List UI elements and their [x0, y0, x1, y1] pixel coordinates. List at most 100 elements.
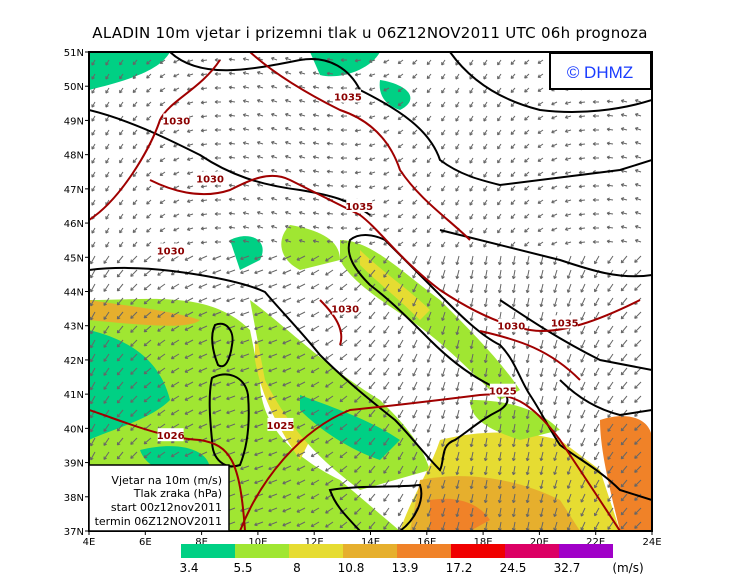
wind-arrow — [594, 395, 600, 405]
wind-arrow — [256, 168, 264, 173]
wind-arrow — [159, 143, 166, 148]
wind-arrow — [312, 169, 320, 174]
lon-tick-label: 24E — [642, 537, 661, 548]
wind-arrow — [620, 507, 628, 516]
wind-arrow — [539, 395, 544, 406]
wind-arrow — [539, 493, 544, 504]
wind-arrow — [441, 465, 446, 475]
lon-tick-label: 16E — [417, 537, 436, 548]
wind-arrow — [200, 86, 208, 91]
wind-arrow — [105, 59, 110, 66]
wind-arrow — [226, 409, 236, 415]
wind-arrow — [354, 128, 362, 133]
wind-arrow — [90, 451, 96, 461]
wind-arrow — [441, 241, 446, 248]
wind-arrow — [412, 241, 418, 247]
lat-tick-label: 51N — [64, 48, 84, 59]
wind-arrow — [564, 157, 572, 161]
wind-arrow — [184, 451, 194, 457]
wind-arrow — [310, 437, 320, 444]
wind-arrow — [186, 199, 194, 203]
wind-arrow — [525, 479, 530, 490]
colorbar-label: 13.9 — [392, 561, 419, 575]
wind-arrow — [90, 283, 96, 293]
wind-arrow — [497, 87, 502, 94]
wind-arrow — [397, 451, 404, 461]
wind-arrow — [441, 423, 446, 433]
svg-text:1030: 1030 — [162, 116, 190, 127]
wind-arrow — [551, 101, 558, 106]
wind-arrow — [397, 115, 404, 121]
colorbar-swatch — [235, 544, 289, 558]
wind-arrow — [426, 87, 432, 94]
wind-arrow — [91, 227, 96, 234]
wind-arrow — [296, 395, 306, 401]
wind-arrow — [354, 325, 362, 333]
wind-arrow — [159, 101, 166, 106]
wind-arrow — [119, 227, 124, 234]
isobar-label: 1030 — [157, 243, 185, 257]
wind-arrow — [296, 297, 306, 303]
wind-arrow — [228, 197, 236, 202]
wind-arrow — [146, 227, 152, 233]
wind-arrow — [580, 493, 586, 503]
wind-arrow — [354, 367, 362, 375]
wind-arrow — [284, 196, 292, 201]
wind-arrow — [455, 101, 460, 108]
wind-arrow — [578, 170, 586, 175]
wind-arrow — [368, 493, 376, 502]
wind-arrow — [578, 128, 586, 133]
wind-arrow — [282, 297, 292, 303]
wind-arrow — [325, 269, 334, 276]
wind-arrow — [455, 451, 460, 462]
wind-arrow — [90, 437, 96, 447]
wind-arrow — [132, 171, 138, 178]
wind-arrow — [130, 269, 138, 277]
wind-arrow — [354, 142, 362, 147]
wind-arrow — [397, 339, 404, 349]
wind-arrow — [312, 155, 320, 160]
wind-arrow — [455, 255, 460, 266]
wind-arrow — [198, 423, 208, 429]
wind-arrow — [91, 59, 96, 66]
wind-arrow — [594, 451, 600, 461]
wind-arrow — [412, 521, 418, 531]
wind-arrow — [455, 129, 460, 136]
wind-arrow — [368, 213, 376, 218]
wind-arrow — [132, 115, 138, 122]
wind-arrow — [256, 224, 264, 229]
wind-arrow — [397, 437, 404, 447]
colorbar-label: 24.5 — [500, 561, 527, 575]
wind-arrow — [310, 423, 320, 430]
wind-arrow — [412, 143, 418, 149]
wind-arrow — [553, 255, 558, 265]
wind-arrow — [469, 325, 474, 336]
wind-arrow — [284, 210, 292, 215]
wind-arrow — [198, 297, 208, 303]
wind-arrow — [132, 157, 138, 164]
wind-arrow — [426, 311, 432, 321]
wind-arrow — [157, 381, 166, 388]
wind-arrow — [143, 353, 152, 361]
wind-arrow — [119, 73, 124, 80]
wind-arrow — [497, 255, 502, 266]
wind-arrow — [620, 225, 628, 230]
wind-arrow — [483, 437, 488, 448]
wind-arrow — [226, 339, 236, 345]
wind-arrow — [173, 87, 180, 92]
wind-arrow — [170, 297, 180, 304]
wind-arrow — [254, 479, 264, 485]
wind-arrow — [607, 395, 614, 404]
wind-arrow — [368, 185, 376, 190]
wind-arrow — [553, 269, 558, 279]
wind-arrow — [119, 129, 124, 136]
wind-arrow — [634, 507, 642, 515]
wind-arrow — [368, 521, 376, 530]
wind-arrow — [426, 143, 432, 150]
wind-arrow — [282, 269, 292, 275]
wind-arrow — [254, 521, 264, 527]
wind-arrow — [634, 196, 642, 201]
wind-arrow — [497, 213, 502, 220]
wind-arrow — [397, 143, 404, 149]
wind-arrow — [226, 437, 236, 443]
